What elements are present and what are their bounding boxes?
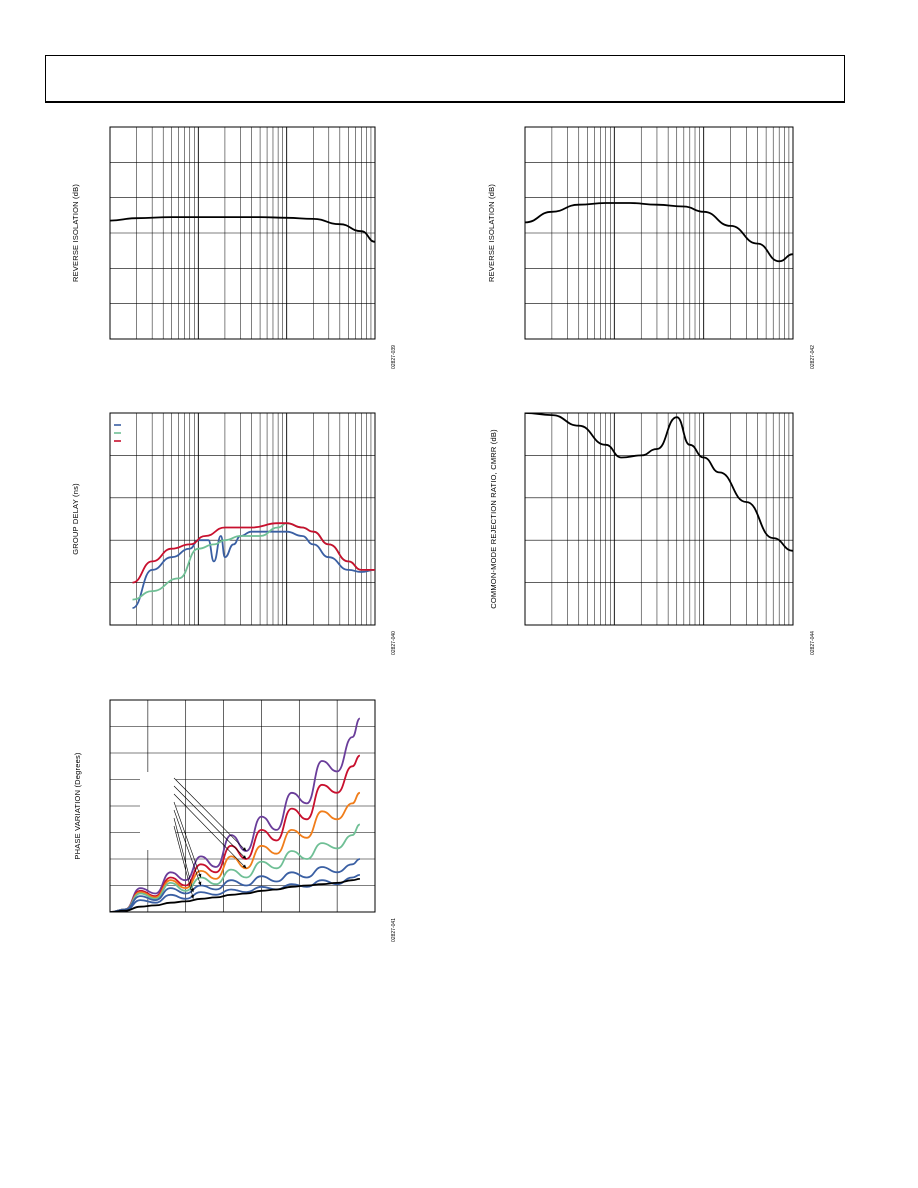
series-line-1 [110, 216, 375, 243]
chart-group-delay: GROUP DELAY (ns) 02827-040 [71, 412, 397, 655]
series-line-2 [132, 522, 375, 601]
figure-id: 02827-040 [391, 631, 397, 655]
figure-id: 02827-039 [391, 345, 397, 369]
annotation-leader [173, 825, 194, 899]
y-axis-label: REVERSE ISOLATION (dB) [71, 184, 80, 282]
annotation-leader [173, 777, 247, 852]
annotation-arrowhead [242, 864, 247, 869]
series-line-1 [525, 413, 793, 552]
series-line-3 [132, 522, 375, 584]
figure-id: 02827-041 [391, 918, 397, 942]
page-header-frame [45, 55, 845, 103]
annotation-box [140, 772, 176, 850]
y-axis-label: REVERSE ISOLATION (dB) [487, 184, 496, 282]
series-line-7 [110, 878, 360, 912]
annotation-arrowhead [190, 894, 195, 899]
chart-cmrr: COMMON-MODE REJECTION RATIO, CMRR (dB) 02… [489, 412, 816, 655]
figure-id: 02827-044 [810, 631, 816, 655]
annotation-leader [173, 785, 247, 860]
annotation-arrowhead [242, 847, 247, 852]
series-line-2 [110, 754, 361, 912]
annotation-leader [173, 817, 194, 893]
y-axis-label: PHASE VARIATION (Degrees) [73, 752, 82, 860]
plot-frame [524, 412, 794, 626]
annotation-leader [173, 801, 202, 878]
series-line-5 [110, 858, 361, 912]
y-axis-label: COMMON-MODE REJECTION RATIO, CMRR (dB) [489, 429, 498, 609]
series-line-4 [110, 823, 361, 912]
y-axis-label: GROUP DELAY (ns) [71, 483, 80, 555]
annotation-arrowhead [190, 888, 195, 893]
annotation-arrowhead [242, 855, 247, 859]
chart-reverse-isolation-1: REVERSE ISOLATION (dB) 02827-039 [71, 126, 397, 369]
series-line-1 [525, 202, 793, 263]
plot-frame [109, 412, 376, 626]
series-line-3 [110, 791, 361, 912]
figure-id: 02827-042 [810, 345, 816, 369]
annotation-leader [173, 809, 202, 886]
series-line-1 [132, 530, 375, 609]
series-line-6 [110, 874, 360, 912]
chart-phase-variation: PHASE VARIATION (Degrees) 02827-041 [73, 699, 397, 942]
annotation-leader [173, 793, 247, 869]
annotation-arrowhead [198, 881, 202, 886]
chart-reverse-isolation-2: REVERSE ISOLATION (dB) 02827-042 [487, 126, 816, 369]
annotation-arrowhead [198, 873, 202, 878]
